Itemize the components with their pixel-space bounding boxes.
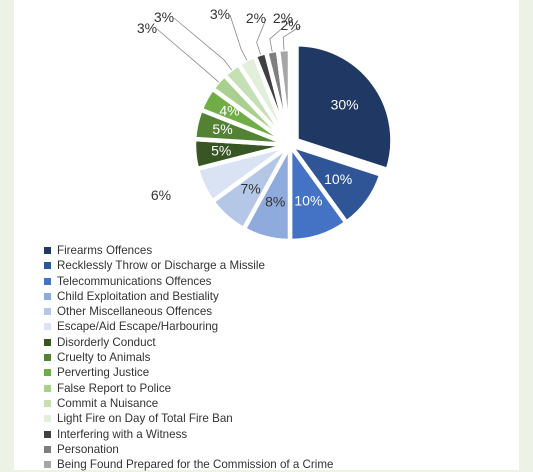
- legend-swatch: [44, 308, 51, 316]
- legend-swatch: [44, 430, 51, 438]
- legend-item: Child Exploitation and Bestiality: [44, 289, 333, 304]
- legend-swatch: [44, 399, 51, 407]
- legend-item: Escape/Aid Escape/Harbouring: [44, 319, 333, 334]
- slice-value-label: 3%: [210, 6, 230, 22]
- legend-item: Perverting Justice: [44, 365, 333, 380]
- chart-legend: Firearms Offences Recklessly Throw or Dis…: [44, 243, 333, 472]
- legend-label: Being Found Prepared for the Commission …: [57, 458, 334, 472]
- legend-swatch: [44, 323, 51, 331]
- legend-label: Telecommunications Offences: [57, 274, 212, 288]
- legend-item: Personation: [44, 442, 333, 457]
- legend-label: Disorderly Conduct: [57, 335, 156, 349]
- legend-item: Interfering with a Witness: [44, 427, 333, 442]
- legend-item: Disorderly Conduct: [44, 335, 333, 350]
- slice-value-label: 2%: [280, 17, 300, 33]
- legend-swatch: [44, 461, 51, 469]
- legend-label: Perverting Justice: [57, 366, 150, 380]
- legend-item: Other Miscellaneous Offences: [44, 304, 333, 319]
- slice-value-label: 30%: [331, 96, 359, 112]
- legend-item: Being Found Prepared for the Commission …: [44, 457, 333, 472]
- leader-line: [173, 17, 233, 71]
- leader-line: [269, 18, 294, 52]
- leader-line: [256, 18, 267, 55]
- legend-label: Recklessly Throw or Discharge a Missile: [57, 259, 265, 273]
- legend-swatch: [44, 262, 51, 270]
- slice-value-label: 7%: [241, 181, 261, 197]
- slice-value-label: 5%: [212, 121, 232, 137]
- slice-value-label: 2%: [273, 10, 293, 26]
- legend-label: False Report to Police: [57, 381, 172, 395]
- legend-label: Child Exploitation and Bestiality: [57, 289, 219, 303]
- legend-label: Cruelty to Animals: [57, 351, 151, 365]
- legend-swatch: [44, 445, 51, 453]
- legend-swatch: [44, 338, 51, 346]
- legend-swatch: [44, 415, 51, 423]
- slice-value-label: 3%: [154, 9, 174, 25]
- legend-swatch: [44, 354, 51, 362]
- slice-value-label: 10%: [324, 171, 352, 187]
- legend-swatch: [44, 384, 51, 392]
- legend-label: Other Miscellaneous Offences: [57, 305, 213, 319]
- legend-label: Light Fire on Day of Total Fire Ban: [57, 412, 233, 426]
- leader-line: [282, 25, 301, 51]
- slice-value-label: 6%: [151, 187, 171, 203]
- chart-panel: 30% 10% 10% 8% 7% 6% 5% 5% 4% 3% 3% 3% 2% 2% 2% Firear…: [14, 0, 519, 472]
- legend-label: Interfering with a Witness: [57, 427, 188, 441]
- legend-label: Firearms Offences: [57, 244, 153, 257]
- legend-label: Escape/Aid Escape/Harbouring: [57, 320, 219, 334]
- slice-value-label: 2%: [246, 10, 266, 26]
- legend-item: False Report to Police: [44, 381, 333, 396]
- legend-item: Cruelty to Animals: [44, 350, 333, 365]
- legend-label: Commit a Nuisance: [57, 396, 159, 410]
- slice-value-label: 10%: [294, 193, 322, 209]
- legend-swatch: [44, 277, 51, 285]
- leader-line: [229, 14, 248, 61]
- legend-item: Light Fire on Day of Total Fire Ban: [44, 411, 333, 426]
- pie-slice: [294, 42, 395, 173]
- legend-item: Telecommunications Offences: [44, 274, 333, 289]
- slice-value-label: 8%: [265, 194, 285, 210]
- leader-line: [156, 28, 220, 83]
- legend-item: Commit a Nuisance: [44, 396, 333, 411]
- legend-swatch: [44, 369, 51, 377]
- slice-value-label: 3%: [137, 20, 157, 36]
- slice-value-label: 5%: [211, 143, 231, 159]
- legend-label: Personation: [57, 442, 119, 456]
- legend-swatch: [44, 292, 51, 300]
- legend-item: Recklessly Throw or Discharge a Missile: [44, 258, 333, 273]
- legend-item: Firearms Offences: [44, 243, 333, 258]
- pie-chart: 30%10%10%8%7%6%5%5%4%3%3% 3% 2% 2%2%: [137, 6, 395, 244]
- legend-swatch: [44, 247, 51, 254]
